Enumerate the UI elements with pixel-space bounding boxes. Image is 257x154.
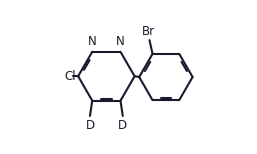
Text: N: N (88, 35, 97, 48)
Text: Br: Br (142, 25, 155, 38)
Text: N: N (116, 35, 125, 48)
Text: D: D (85, 119, 95, 132)
Text: Cl: Cl (64, 70, 76, 83)
Text: D: D (118, 119, 127, 132)
